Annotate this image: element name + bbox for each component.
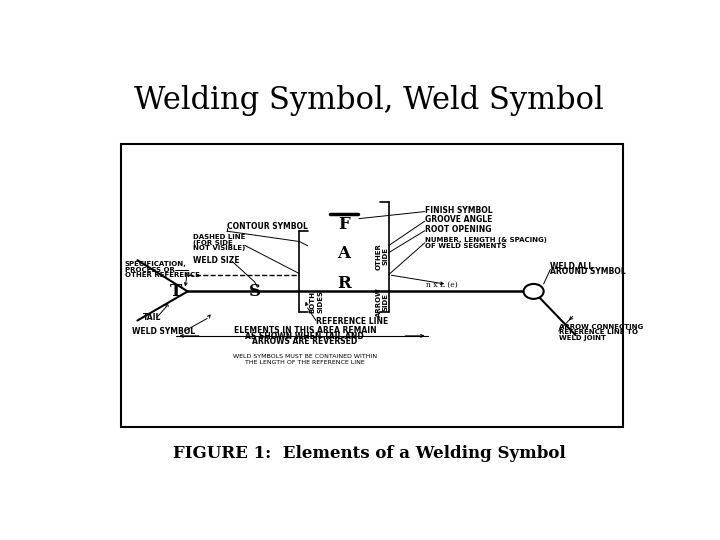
Text: WELD SIZE: WELD SIZE <box>193 256 240 265</box>
Text: WELD JOINT: WELD JOINT <box>559 335 606 341</box>
Text: (FOR SIDE: (FOR SIDE <box>193 240 233 246</box>
Text: NUMBER, LENGTH (& SPACING): NUMBER, LENGTH (& SPACING) <box>425 237 546 243</box>
Text: AROUND SYMBOL: AROUND SYMBOL <box>550 267 626 276</box>
Text: ARROW CONNECTING: ARROW CONNECTING <box>559 324 643 330</box>
Text: REFERENCE LINE: REFERENCE LINE <box>316 318 388 326</box>
Text: WELD SYMBOL: WELD SYMBOL <box>132 327 195 336</box>
Text: GROOVE ANGLE: GROOVE ANGLE <box>425 215 492 225</box>
Text: CONTOUR SYMBOL: CONTOUR SYMBOL <box>227 222 307 232</box>
Text: WELD SYMBOLS MUST BE CONTAINED WITHIN: WELD SYMBOLS MUST BE CONTAINED WITHIN <box>233 354 377 359</box>
Text: PROCESS OR: PROCESS OR <box>125 267 174 273</box>
Text: ELEMENTS IN THIS AREA REMAIN: ELEMENTS IN THIS AREA REMAIN <box>233 326 376 335</box>
Text: n x L (e): n x L (e) <box>426 281 457 289</box>
Text: SIDES: SIDES <box>318 291 323 313</box>
Text: REFERENCE LINE TO: REFERENCE LINE TO <box>559 329 638 335</box>
Text: R: R <box>337 275 351 292</box>
Text: FIGURE 1:  Elements of a Welding Symbol: FIGURE 1: Elements of a Welding Symbol <box>173 445 565 462</box>
Text: SIDE: SIDE <box>383 293 389 311</box>
Text: WELD ALL: WELD ALL <box>550 262 593 271</box>
Text: THE LENGTH OF THE REFERENCE LINE: THE LENGTH OF THE REFERENCE LINE <box>245 360 365 365</box>
Text: OF WELD SEGMENTS: OF WELD SEGMENTS <box>425 242 506 249</box>
Text: ARROW: ARROW <box>376 287 382 317</box>
Text: A: A <box>338 246 351 262</box>
Text: ROOT OPENING: ROOT OPENING <box>425 225 491 234</box>
Text: F: F <box>338 217 350 233</box>
Text: SPECIFICATION,: SPECIFICATION, <box>125 261 186 267</box>
Text: SIDE: SIDE <box>383 247 389 265</box>
Text: Welding Symbol, Weld Symbol: Welding Symbol, Weld Symbol <box>134 85 604 116</box>
Circle shape <box>523 284 544 299</box>
Text: TAIL: TAIL <box>143 313 161 322</box>
Text: BOTH: BOTH <box>309 291 315 313</box>
Text: NOT VISIBLE): NOT VISIBLE) <box>193 245 246 251</box>
Text: ARROWS ARE REVERSED: ARROWS ARE REVERSED <box>252 337 357 346</box>
Text: AS SHOWN WHEN TAIL AND: AS SHOWN WHEN TAIL AND <box>246 332 364 341</box>
Text: FINISH SYMBOL: FINISH SYMBOL <box>425 206 492 215</box>
Text: S: S <box>248 283 261 300</box>
Text: DASHED LINE: DASHED LINE <box>193 234 246 240</box>
Bar <box>121 144 623 427</box>
Text: OTHER REFERENCE: OTHER REFERENCE <box>125 272 199 278</box>
Text: OTHER: OTHER <box>376 242 382 269</box>
Text: T: T <box>171 283 183 300</box>
